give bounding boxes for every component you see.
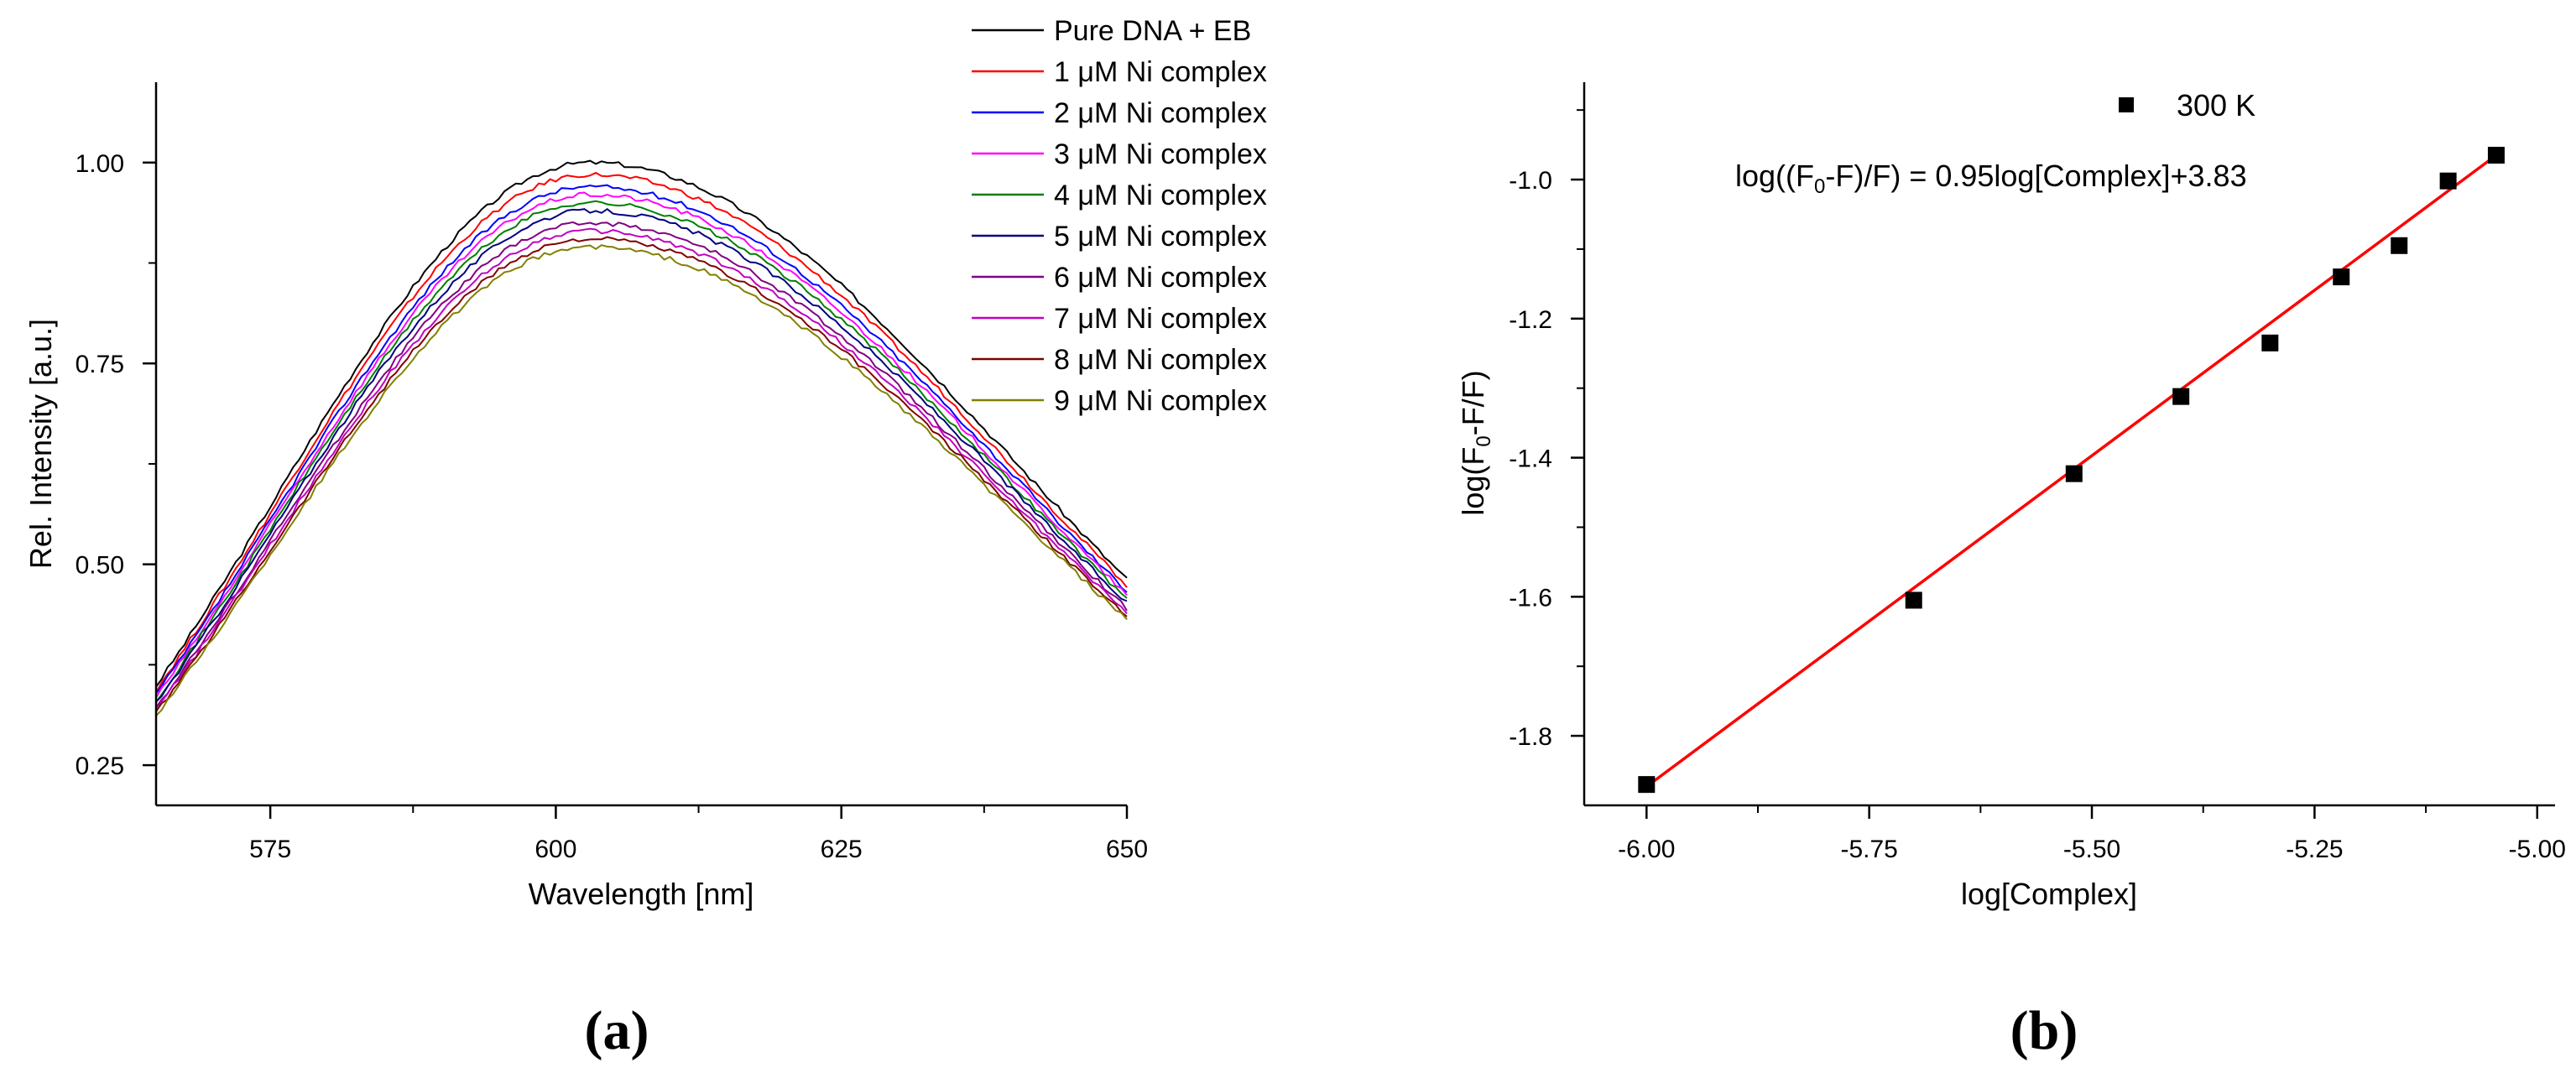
data-point — [2439, 172, 2457, 190]
panel-b-x-tick-label: -5.00 — [2509, 836, 2566, 863]
legend-label-4: 4 μM Ni complex — [1054, 180, 1267, 211]
panel-b-x-tick-label: -5.50 — [2063, 836, 2120, 863]
panel-a-curves — [155, 159, 1128, 716]
panel-a-legend: Pure DNA + EB 1 μM Ni complex 2 μM Ni comp… — [972, 15, 1267, 417]
y-label-subscript: 0 — [1473, 435, 1495, 446]
fit-equation: log((F0-F)/F) = 0.95log[Complex]+3.83 — [1735, 159, 2247, 198]
fit-equation-subscript: 0 — [1814, 175, 1825, 198]
legend-label-5: 5 μM Ni complex — [1054, 221, 1267, 253]
legend-label-300k: 300 K — [2177, 88, 2255, 122]
panel-b-x-axis-label: log[Complex] — [1961, 877, 2137, 911]
panel-a-x-tick-label: 625 — [821, 836, 863, 863]
data-point — [1905, 591, 1922, 609]
legend-label-2: 2 μM Ni complex — [1054, 97, 1267, 129]
panel-b-y-tick-label: -1.6 — [1509, 584, 1552, 612]
legend-label-8: 8 μM Ni complex — [1054, 344, 1267, 376]
data-point — [2065, 465, 2083, 482]
panel-b-x-tick-label: -5.25 — [2286, 836, 2343, 863]
series-line-1 — [155, 171, 1128, 694]
panel-a-y-tick-label: 0.50 — [76, 552, 124, 580]
y-label-prefix: log(F — [1456, 447, 1490, 516]
series-line-0 — [155, 159, 1128, 688]
fit-equation-prefix: log((F — [1735, 159, 1814, 193]
panel-b-y-tick-label: -1.0 — [1509, 167, 1552, 195]
series-line-6 — [155, 221, 1128, 708]
data-point — [2172, 388, 2190, 405]
panel-b-x-tick-label: -6.00 — [1618, 836, 1675, 863]
data-point — [2261, 334, 2279, 352]
panel-b-y-tick-label: -1.4 — [1509, 445, 1552, 473]
series-line-4 — [155, 200, 1128, 703]
panel-b-axes — [1583, 82, 2555, 807]
data-point — [2333, 268, 2350, 286]
panel-a-x-tick-label: 575 — [249, 836, 291, 863]
panel-a-y-tick-label: 0.75 — [76, 351, 124, 378]
legend-label-7: 7 μM Ni complex — [1054, 303, 1267, 335]
panel-b-x-tick-label: -5.75 — [1840, 836, 1897, 863]
legend-label-0: Pure DNA + EB — [1054, 15, 1251, 47]
series-line-9 — [155, 244, 1128, 716]
legend-label-1: 1 μM Ni complex — [1054, 56, 1267, 88]
series-line-8 — [155, 236, 1128, 712]
panel-a-ticks: 575 600 625 650 0.25 0.50 0.75 1.00 — [76, 150, 1148, 863]
data-point — [2487, 147, 2505, 164]
fit-equation-suffix: -F)/F) = 0.95log[Complex]+3.83 — [1825, 159, 2246, 193]
legend-label-6: 6 μM Ni complex — [1054, 262, 1267, 294]
panel-b-y-tick-label: -1.2 — [1509, 306, 1552, 334]
legend-label-3: 3 μM Ni complex — [1054, 138, 1267, 170]
panel-a-label: (a) — [585, 1000, 649, 1061]
panel-a-y-tick-label: 0.25 — [76, 753, 124, 780]
panel-b-ticks: -6.00 -5.75 -5.50 -5.25 -5.00 -1.8 -1.6 -1.4 -1.… — [1509, 109, 2566, 863]
panel-b-label: (b) — [2010, 1000, 2078, 1061]
panel-b-y-axis-label: log(F0-F/F) — [1456, 370, 1495, 515]
series-line-7 — [155, 227, 1128, 713]
series-line-3 — [155, 191, 1128, 699]
data-point — [2391, 237, 2408, 254]
legend-label-9: 9 μM Ni complex — [1054, 385, 1267, 417]
data-point — [1638, 776, 1656, 794]
panel-b-chart: -6.00 -5.75 -5.50 -5.25 -5.00 -1.8 -1.6 -1.4 -1.… — [1456, 82, 2566, 1061]
panel-a-x-axis-label: Wavelength [nm] — [529, 877, 754, 911]
panel-b-y-tick-label: -1.8 — [1509, 723, 1552, 751]
panel-b-points — [1638, 147, 2505, 794]
panel-a-chart: 575 600 625 650 0.25 0.50 0.75 1.00 Wavelength … — [23, 15, 1267, 1061]
panel-a-y-tick-label: 1.00 — [76, 150, 124, 178]
y-label-suffix: -F/F) — [1456, 370, 1490, 435]
panel-a-axes — [154, 82, 1127, 807]
panel-a-x-tick-label: 650 — [1106, 836, 1148, 863]
panel-b-legend: 300 K — [2119, 88, 2255, 122]
series-line-5 — [155, 207, 1128, 703]
panel-a-y-axis-label: Rel. Intensity [a.u.] — [23, 319, 58, 569]
panel-a-x-tick-label: 600 — [534, 836, 576, 863]
series-line-2 — [155, 184, 1128, 695]
legend-marker-300k — [2119, 97, 2134, 112]
